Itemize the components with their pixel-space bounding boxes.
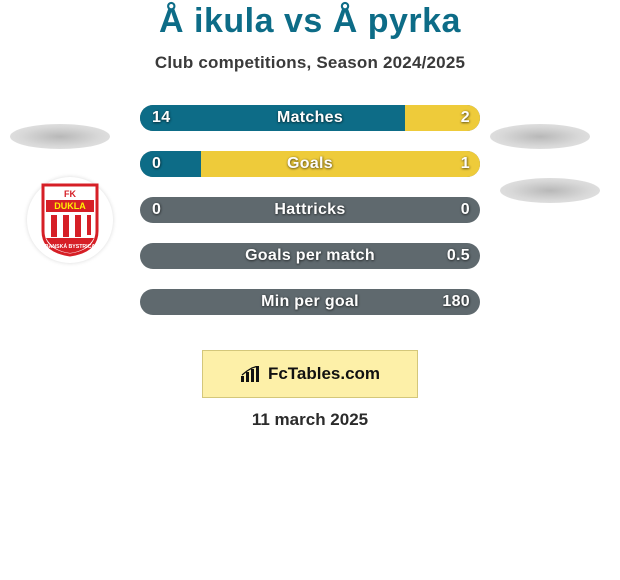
stat-value-right: 0.5 <box>447 243 470 269</box>
stat-name: Hattricks <box>140 197 480 223</box>
stat-value-right: 2 <box>461 105 470 131</box>
page-title: Å ikula vs Å pyrka <box>0 2 620 41</box>
stat-value-left: 14 <box>152 105 170 131</box>
stats-chart: Matches142Goals01Hattricks00Goals per ma… <box>0 105 620 335</box>
bar-chart-icon <box>240 366 262 382</box>
stat-row: Goals0 1 <box>140 151 480 177</box>
page-subtitle: Club competitions, Season 2024/2025 <box>0 53 620 73</box>
stat-value-left: 0 <box>152 151 161 177</box>
stat-row: Matches14 2 <box>140 105 480 131</box>
stat-row: Goals per match0.5 <box>140 243 480 269</box>
stat-name: Goals per match <box>140 243 480 269</box>
stat-value-right: 0 <box>461 197 470 223</box>
stat-row: Hattricks0 0 <box>140 197 480 223</box>
brand-label: FcTables.com <box>268 364 380 384</box>
stat-name: Matches <box>140 105 480 131</box>
date-label: 11 march 2025 <box>0 410 620 430</box>
stat-name: Goals <box>140 151 480 177</box>
stat-value-right: 1 <box>461 151 470 177</box>
stat-value-left: 0 <box>152 197 161 223</box>
brand-badge[interactable]: FcTables.com <box>202 350 418 398</box>
stat-row: Min per goal180 <box>140 289 480 315</box>
stat-name: Min per goal <box>140 289 480 315</box>
stat-value-right: 180 <box>442 289 470 315</box>
